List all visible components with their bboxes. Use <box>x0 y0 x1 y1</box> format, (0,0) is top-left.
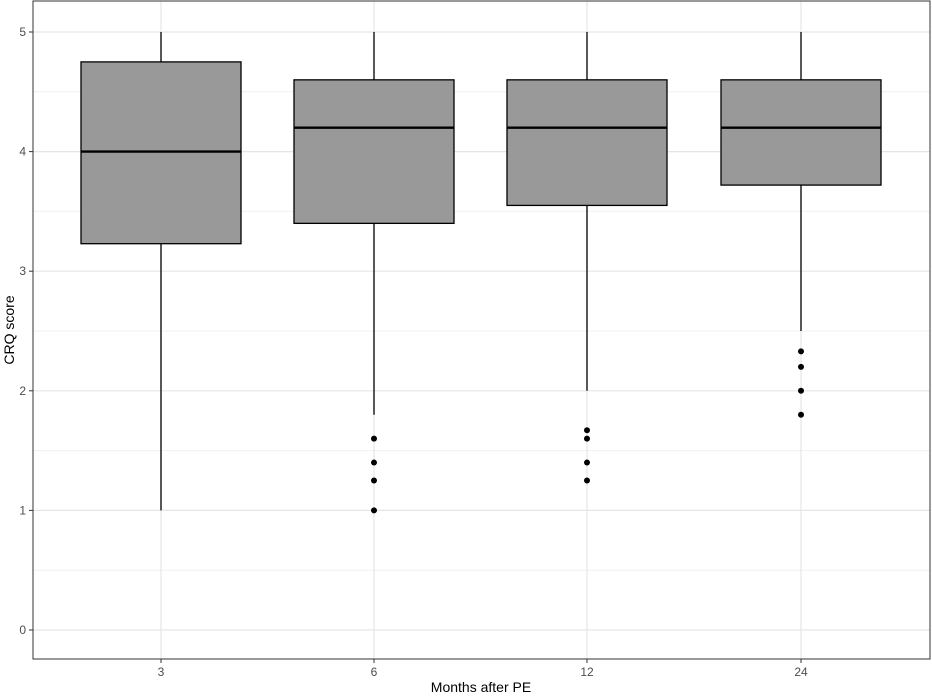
y-axis-title: CRQ score <box>1 295 17 364</box>
outlier-point <box>584 477 590 484</box>
x-tick-label: 12 <box>580 665 594 679</box>
plot-panel-border <box>32 0 931 660</box>
box-iqr <box>720 79 882 186</box>
outlier-point <box>371 459 377 466</box>
y-tick-label: 1 <box>19 503 26 517</box>
outlier-point <box>798 411 804 418</box>
outlier-point <box>371 435 377 442</box>
outlier-point <box>584 435 590 442</box>
box-iqr <box>293 79 455 225</box>
y-tick-label: 2 <box>19 384 26 398</box>
outlier-point <box>371 507 377 514</box>
outlier-point <box>798 348 804 355</box>
outlier-point <box>371 477 377 484</box>
outlier-point <box>798 387 804 394</box>
y-tick-label: 5 <box>19 25 26 39</box>
box-layer <box>80 32 882 514</box>
x-axis-title: Months after PE <box>431 679 531 695</box>
y-tick-label: 4 <box>19 145 26 159</box>
x-tick-label: 6 <box>371 665 378 679</box>
y-tick-label: 0 <box>19 623 26 637</box>
x-tick-label: 3 <box>158 665 165 679</box>
outlier-point <box>584 427 590 434</box>
box-iqr <box>506 79 668 207</box>
y-tick-label: 3 <box>19 264 26 278</box>
outlier-point <box>584 459 590 466</box>
x-tick-label: 24 <box>794 665 808 679</box>
outlier-point <box>798 363 804 370</box>
